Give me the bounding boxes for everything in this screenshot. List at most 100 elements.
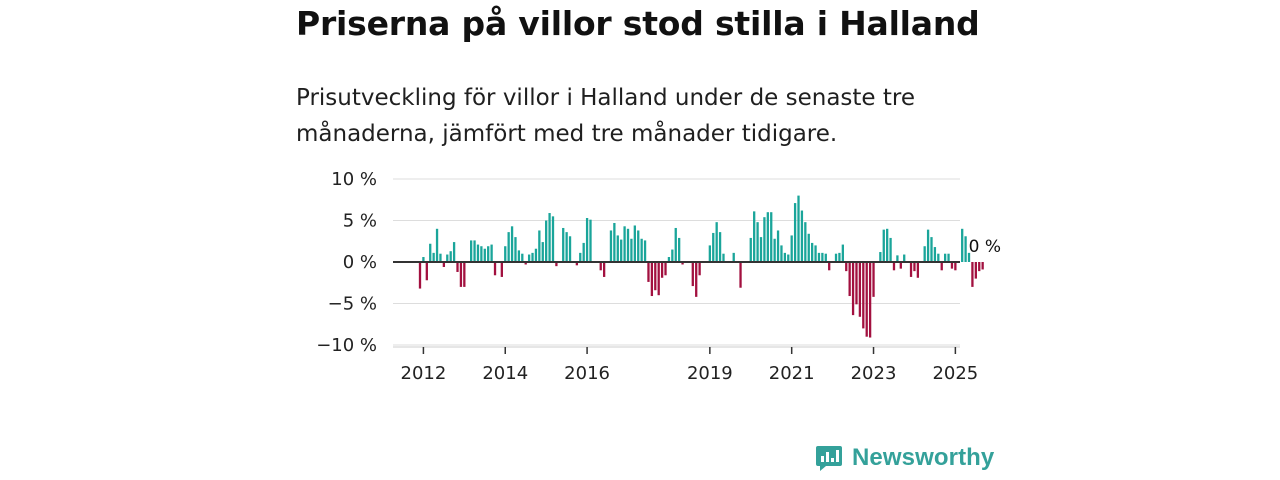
x-tick-label: 2012 (401, 363, 447, 384)
bar (579, 252, 582, 262)
bar (442, 262, 446, 267)
bar (446, 254, 449, 262)
bar (623, 226, 626, 262)
bar (886, 228, 889, 262)
bar (490, 244, 493, 262)
bar (933, 247, 937, 262)
bar (575, 262, 579, 266)
bar (480, 246, 483, 262)
bar (913, 262, 916, 272)
bar (797, 195, 800, 262)
bar (828, 262, 831, 271)
bar (770, 212, 773, 262)
bar (507, 232, 510, 262)
y-tick-label: 0 % (343, 252, 377, 273)
bar (845, 262, 848, 272)
bar (862, 262, 865, 329)
bar (640, 238, 643, 262)
bar (739, 262, 742, 288)
y-tick-label: 10 % (331, 169, 377, 190)
axes: 10 % 5 % 0 % −5 % −10 % 2012 2014 2016 2019 2021 2… (316, 169, 1001, 384)
bar (418, 262, 422, 289)
bar (589, 219, 592, 262)
bar (534, 248, 538, 262)
y-tick-label: −5 % (328, 294, 377, 315)
bar (971, 262, 974, 287)
bar (916, 262, 920, 278)
bar (834, 253, 838, 262)
bar (664, 262, 667, 276)
bar (476, 244, 480, 262)
bar (678, 237, 681, 262)
bar (889, 237, 892, 262)
x-tick-label: 2021 (769, 363, 815, 384)
bar (657, 262, 660, 296)
bar (633, 225, 636, 262)
bar (909, 262, 913, 277)
bar (647, 262, 650, 282)
bar (500, 262, 503, 277)
bar (456, 262, 459, 272)
bar (903, 254, 906, 262)
bar (978, 262, 981, 272)
bar (449, 251, 452, 262)
bar (954, 262, 957, 271)
bar (892, 262, 896, 271)
x-tick-label: 2019 (687, 363, 733, 384)
bar (753, 211, 756, 262)
bar (463, 262, 466, 287)
bar (538, 230, 541, 262)
bar (756, 222, 759, 262)
bar (483, 248, 486, 262)
bar (517, 250, 521, 262)
bar (872, 262, 875, 297)
bar (459, 262, 463, 287)
y-tick-label: 5 % (343, 211, 377, 232)
bar (930, 237, 933, 262)
y-tick-label: −10 % (316, 335, 377, 356)
bar (613, 222, 616, 262)
x-tick-label: 2023 (851, 363, 897, 384)
bar (510, 226, 514, 262)
bar (695, 262, 698, 297)
bar (766, 212, 769, 262)
bar (425, 262, 428, 281)
bar (473, 240, 476, 262)
bar (858, 262, 862, 317)
bar (493, 262, 497, 276)
bar (974, 262, 977, 279)
bar (616, 235, 619, 262)
bar (790, 235, 793, 262)
x-tick-label: 2025 (932, 363, 978, 384)
bar (555, 262, 558, 267)
bar (715, 222, 718, 262)
bar (811, 242, 814, 262)
bar (926, 229, 930, 262)
bar (422, 257, 425, 262)
bar (521, 253, 524, 262)
bar (712, 232, 715, 262)
bar (967, 252, 971, 262)
bar (439, 253, 442, 262)
bar (964, 236, 967, 262)
bar (787, 254, 790, 262)
brand-name: Newsworthy (852, 444, 995, 471)
bar (841, 244, 844, 262)
bar (981, 262, 984, 270)
bar (470, 240, 473, 262)
bar (838, 252, 841, 262)
bar (814, 245, 817, 262)
last-value-label: 0 % (969, 237, 1001, 257)
bar (620, 239, 623, 262)
bar (582, 242, 585, 262)
bar (626, 228, 630, 262)
bar (562, 227, 565, 262)
newsworthy-brand[interactable]: Newsworthy (815, 444, 994, 472)
bar (868, 262, 872, 338)
bar (896, 255, 899, 262)
bar (681, 262, 684, 265)
bar (865, 262, 868, 337)
bar (923, 246, 926, 262)
bar (807, 233, 810, 262)
bar (817, 252, 821, 262)
